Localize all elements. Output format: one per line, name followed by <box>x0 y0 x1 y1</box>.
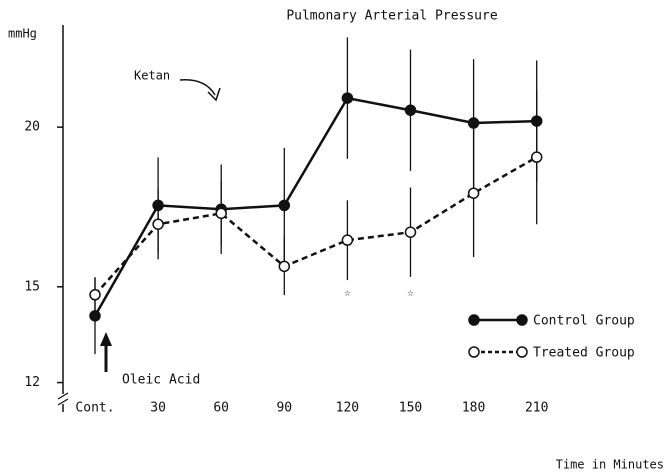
legend-marker <box>516 314 528 326</box>
x-tick-label: Cont. <box>75 401 114 416</box>
annotation: Oleic Acid <box>122 373 200 388</box>
legend-marker <box>468 314 480 326</box>
significance-marker: ☆ <box>344 286 351 299</box>
x-tick-label: 60 <box>213 401 229 416</box>
data-point <box>404 104 417 116</box>
x-tick-label: 150 <box>399 401 422 416</box>
data-point <box>404 226 417 238</box>
data-point <box>278 260 291 273</box>
y-axis-label: mmHg <box>8 27 37 41</box>
data-point <box>278 199 291 212</box>
legend-marker <box>468 346 480 358</box>
x-tick-label: 30 <box>150 401 166 416</box>
data-point <box>341 92 354 104</box>
data-point <box>341 234 354 246</box>
x-tick-label: 120 <box>336 401 359 416</box>
annotation-arrow <box>179 79 221 102</box>
data-point <box>89 289 101 301</box>
x-tick-label: 90 <box>276 401 292 416</box>
axis-break <box>57 392 69 400</box>
series-line <box>94 156 538 296</box>
data-point <box>215 207 227 220</box>
y-tick-label: 20 <box>24 120 40 135</box>
legend-label: Treated Group <box>533 346 635 361</box>
series-line <box>93 96 537 317</box>
annotation-arrow <box>100 332 112 346</box>
data-point <box>467 117 480 129</box>
data-point <box>89 310 101 322</box>
legend-marker <box>516 346 528 358</box>
y-tick-label: 15 <box>24 279 40 294</box>
chart-title: Pulmonary Arterial Pressure <box>286 9 497 24</box>
data-point <box>467 187 480 199</box>
data-point <box>152 218 164 230</box>
legend-label: Control Group <box>533 314 635 329</box>
x-axis-label: Time in Minutes <box>556 458 664 472</box>
y-tick-label: 12 <box>24 375 40 390</box>
x-tick-label: 180 <box>462 401 485 416</box>
axis-break <box>57 398 69 406</box>
data-point <box>530 151 543 163</box>
x-tick-label: 210 <box>525 401 548 416</box>
significance-marker: ☆ <box>407 286 414 299</box>
annotation: Ketan <box>134 69 170 83</box>
